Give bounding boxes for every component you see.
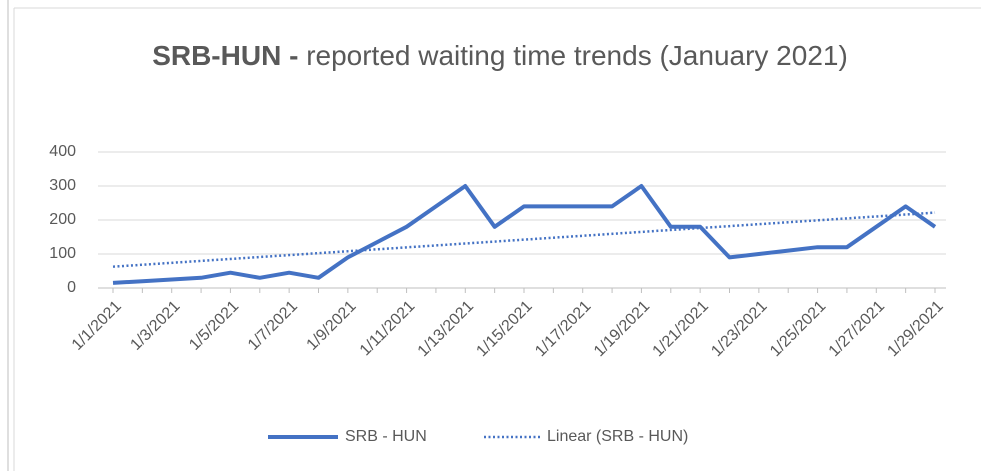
title-text: reported waiting time trends (January 20… [306, 40, 848, 71]
x-tick-label: 1/1/2021 [69, 298, 125, 354]
x-tick-label: 1/5/2021 [186, 298, 242, 354]
x-tick-label: 1/11/2021 [357, 298, 419, 360]
title-bold: SRB-HUN - [152, 40, 299, 71]
chart-title: SRB-HUN - reported waiting time trends (… [110, 34, 890, 77]
data-line [112, 184, 937, 285]
x-tick-label: 1/23/2021 [708, 298, 770, 360]
x-tick-label: 1/13/2021 [415, 298, 477, 360]
x-tick-label: 1/9/2021 [304, 298, 360, 354]
y-tick-label: 400 [49, 143, 76, 160]
x-tick-label: 1/29/2021 [884, 298, 946, 360]
x-tick-label: 1/7/2021 [245, 298, 301, 354]
y-tick-label: 200 [49, 211, 76, 228]
x-tick-label: 1/25/2021 [767, 298, 829, 360]
y-tick-label: 100 [49, 245, 76, 262]
x-tick-label: 1/15/2021 [473, 298, 535, 360]
x-tick-label: 1/21/2021 [650, 298, 712, 360]
x-tick-label: 1/27/2021 [826, 298, 888, 360]
x-tick-label: 1/17/2021 [532, 298, 594, 360]
y-tick-label: 0 [67, 279, 76, 296]
x-tick-label: 1/19/2021 [591, 298, 653, 360]
legend-label: SRB - HUN [345, 428, 427, 445]
x-tick-label: 1/3/2021 [127, 298, 183, 354]
trend-line [112, 211, 936, 268]
y-tick-label: 300 [49, 177, 76, 194]
legend-label: Linear (SRB - HUN) [547, 428, 688, 445]
